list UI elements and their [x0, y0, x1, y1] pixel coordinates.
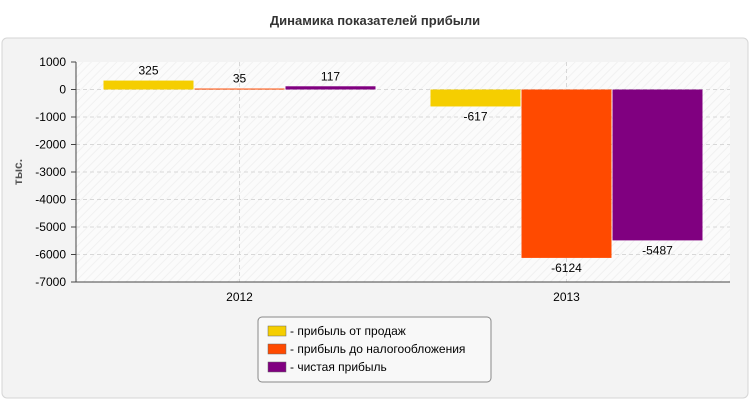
y-axis-label: тыс.	[11, 159, 25, 185]
axes	[71, 61, 730, 283]
legend-swatch	[267, 325, 287, 337]
data-label: 117	[321, 69, 340, 83]
bar	[521, 89, 612, 258]
legend: - прибыль от продаж - прибыль до налогооб…	[257, 316, 492, 383]
y-tick-label: -6000	[35, 248, 66, 262]
x-tick-label: 2013	[553, 290, 580, 304]
y-tick-label: -1000	[35, 110, 66, 124]
data-label: -5487	[642, 243, 673, 257]
data-label: -617	[463, 109, 487, 123]
y-tick-label: 1000	[39, 55, 66, 69]
bar	[103, 80, 194, 90]
x-tick-label: 2012	[226, 290, 253, 304]
data-labels: 325 -617 35 -6124 117 -5487	[138, 64, 673, 275]
legend-entry: - прибыль от продаж	[290, 324, 406, 338]
legend-swatch	[267, 343, 287, 355]
data-label: -6124	[551, 261, 582, 275]
y-tick-label: -5000	[35, 220, 66, 234]
y-tick-label: -3000	[35, 165, 66, 179]
y-tick-label: -4000	[35, 193, 66, 207]
legend-entry: - чистая прибыль	[290, 360, 387, 374]
legend-swatch	[267, 361, 287, 373]
chart-title: Динамика показателей прибыли	[270, 13, 480, 28]
bar	[612, 89, 703, 241]
data-label: 35	[233, 72, 247, 86]
legend-box	[257, 316, 492, 383]
legend-entry: - прибыль до налогообложения	[290, 342, 465, 356]
bars-group	[103, 80, 703, 258]
y-tick-label: -7000	[35, 275, 66, 289]
y-tick-labels: 1000 0 -1000 -2000 -3000 -4000 -5000 -6000 -7000	[35, 55, 66, 289]
y-tick-label: 0	[59, 83, 66, 97]
bar	[285, 86, 376, 90]
bar	[430, 89, 521, 107]
data-label: 325	[138, 64, 158, 78]
y-tick-label: -2000	[35, 138, 66, 152]
bar	[194, 88, 285, 90]
x-tick-labels: 2012 2013	[226, 290, 580, 304]
